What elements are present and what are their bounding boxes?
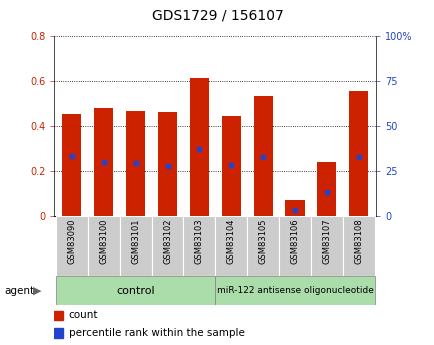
- Bar: [279, 216, 310, 276]
- Text: GSM83101: GSM83101: [131, 219, 140, 264]
- Text: agent: agent: [4, 286, 34, 296]
- Bar: [56, 276, 215, 305]
- Bar: [247, 216, 279, 276]
- Bar: [88, 216, 119, 276]
- Bar: [253, 96, 272, 216]
- Bar: [215, 216, 247, 276]
- Bar: [151, 216, 183, 276]
- Bar: [310, 216, 342, 276]
- Text: ▶: ▶: [33, 286, 41, 296]
- Text: GSM83100: GSM83100: [99, 219, 108, 264]
- Text: GSM83104: GSM83104: [226, 219, 235, 264]
- Text: GSM83105: GSM83105: [258, 219, 267, 264]
- Text: percentile rank within the sample: percentile rank within the sample: [69, 328, 244, 338]
- Bar: [189, 78, 208, 216]
- Bar: [54, 310, 63, 320]
- Text: GSM83106: GSM83106: [290, 219, 299, 264]
- Text: GSM83107: GSM83107: [322, 219, 331, 264]
- Bar: [94, 108, 113, 216]
- Bar: [119, 216, 151, 276]
- Text: GSM83108: GSM83108: [353, 219, 362, 264]
- Text: GDS1729 / 156107: GDS1729 / 156107: [151, 8, 283, 22]
- Text: GSM83103: GSM83103: [194, 219, 204, 264]
- Bar: [54, 328, 63, 338]
- Bar: [349, 91, 368, 216]
- Text: count: count: [69, 310, 98, 320]
- Bar: [183, 216, 215, 276]
- Text: miR-122 antisense oligonucleotide: miR-122 antisense oligonucleotide: [216, 286, 372, 295]
- Bar: [342, 216, 374, 276]
- Text: GSM83090: GSM83090: [67, 219, 76, 264]
- Text: GSM83102: GSM83102: [163, 219, 171, 264]
- Bar: [62, 114, 81, 216]
- Bar: [221, 116, 240, 216]
- Bar: [126, 111, 145, 216]
- Text: control: control: [116, 286, 155, 296]
- Bar: [316, 162, 335, 216]
- Bar: [158, 112, 177, 216]
- Bar: [215, 276, 374, 305]
- Bar: [285, 200, 304, 216]
- Bar: [56, 216, 88, 276]
